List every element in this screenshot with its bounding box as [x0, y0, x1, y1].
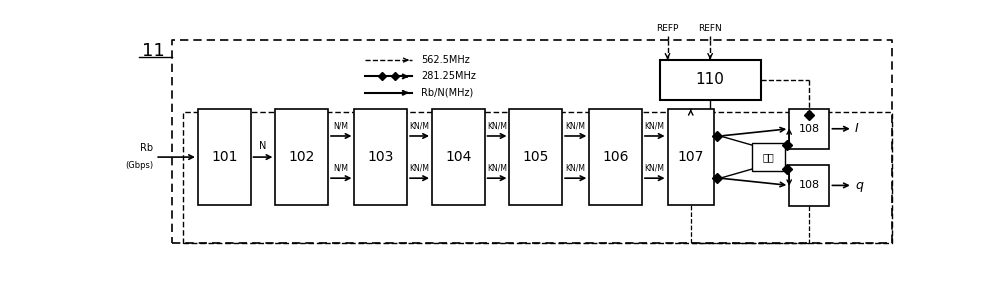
Text: KN/M: KN/M	[645, 121, 665, 130]
Bar	[752, 143, 785, 171]
Text: 281.25MHz: 281.25MHz	[421, 71, 476, 82]
Bar	[789, 165, 829, 205]
Bar	[275, 109, 328, 205]
Text: KN/M: KN/M	[410, 164, 430, 173]
Text: KN/M: KN/M	[410, 121, 430, 130]
Text: 110: 110	[696, 72, 725, 87]
Text: (Gbps): (Gbps)	[125, 161, 153, 170]
Text: 105: 105	[523, 150, 549, 164]
Text: KN/M: KN/M	[645, 164, 665, 173]
Bar	[198, 109, 251, 205]
Text: REFP: REFP	[656, 24, 679, 33]
Bar	[432, 109, 485, 205]
Text: 102: 102	[289, 150, 315, 164]
Text: 108: 108	[799, 124, 820, 134]
Text: KN/M: KN/M	[487, 121, 507, 130]
Bar	[509, 109, 562, 205]
Text: 107: 107	[678, 150, 704, 164]
Text: Rb: Rb	[140, 143, 153, 153]
Text: 108: 108	[799, 180, 820, 190]
Bar	[789, 109, 829, 149]
Bar	[660, 59, 761, 100]
Text: REFN: REFN	[698, 24, 722, 33]
Bar	[589, 109, 642, 205]
Text: 106: 106	[602, 150, 629, 164]
Text: KN/M: KN/M	[566, 164, 586, 173]
Bar	[354, 109, 407, 205]
Text: KN/M: KN/M	[487, 164, 507, 173]
Bar	[668, 109, 714, 205]
Text: 11: 11	[142, 42, 165, 60]
Text: KN/M: KN/M	[566, 121, 586, 130]
Text: 同步: 同步	[762, 152, 774, 162]
Text: Rb/N(MHz): Rb/N(MHz)	[421, 88, 473, 98]
Text: I: I	[855, 122, 859, 135]
Text: N/M: N/M	[334, 164, 349, 173]
Text: 101: 101	[211, 150, 237, 164]
Text: 103: 103	[368, 150, 394, 164]
Text: N/M: N/M	[334, 121, 349, 130]
Text: 104: 104	[445, 150, 471, 164]
Text: q: q	[855, 179, 863, 192]
Text: 562.5MHz: 562.5MHz	[421, 55, 470, 65]
Text: N: N	[259, 141, 267, 151]
